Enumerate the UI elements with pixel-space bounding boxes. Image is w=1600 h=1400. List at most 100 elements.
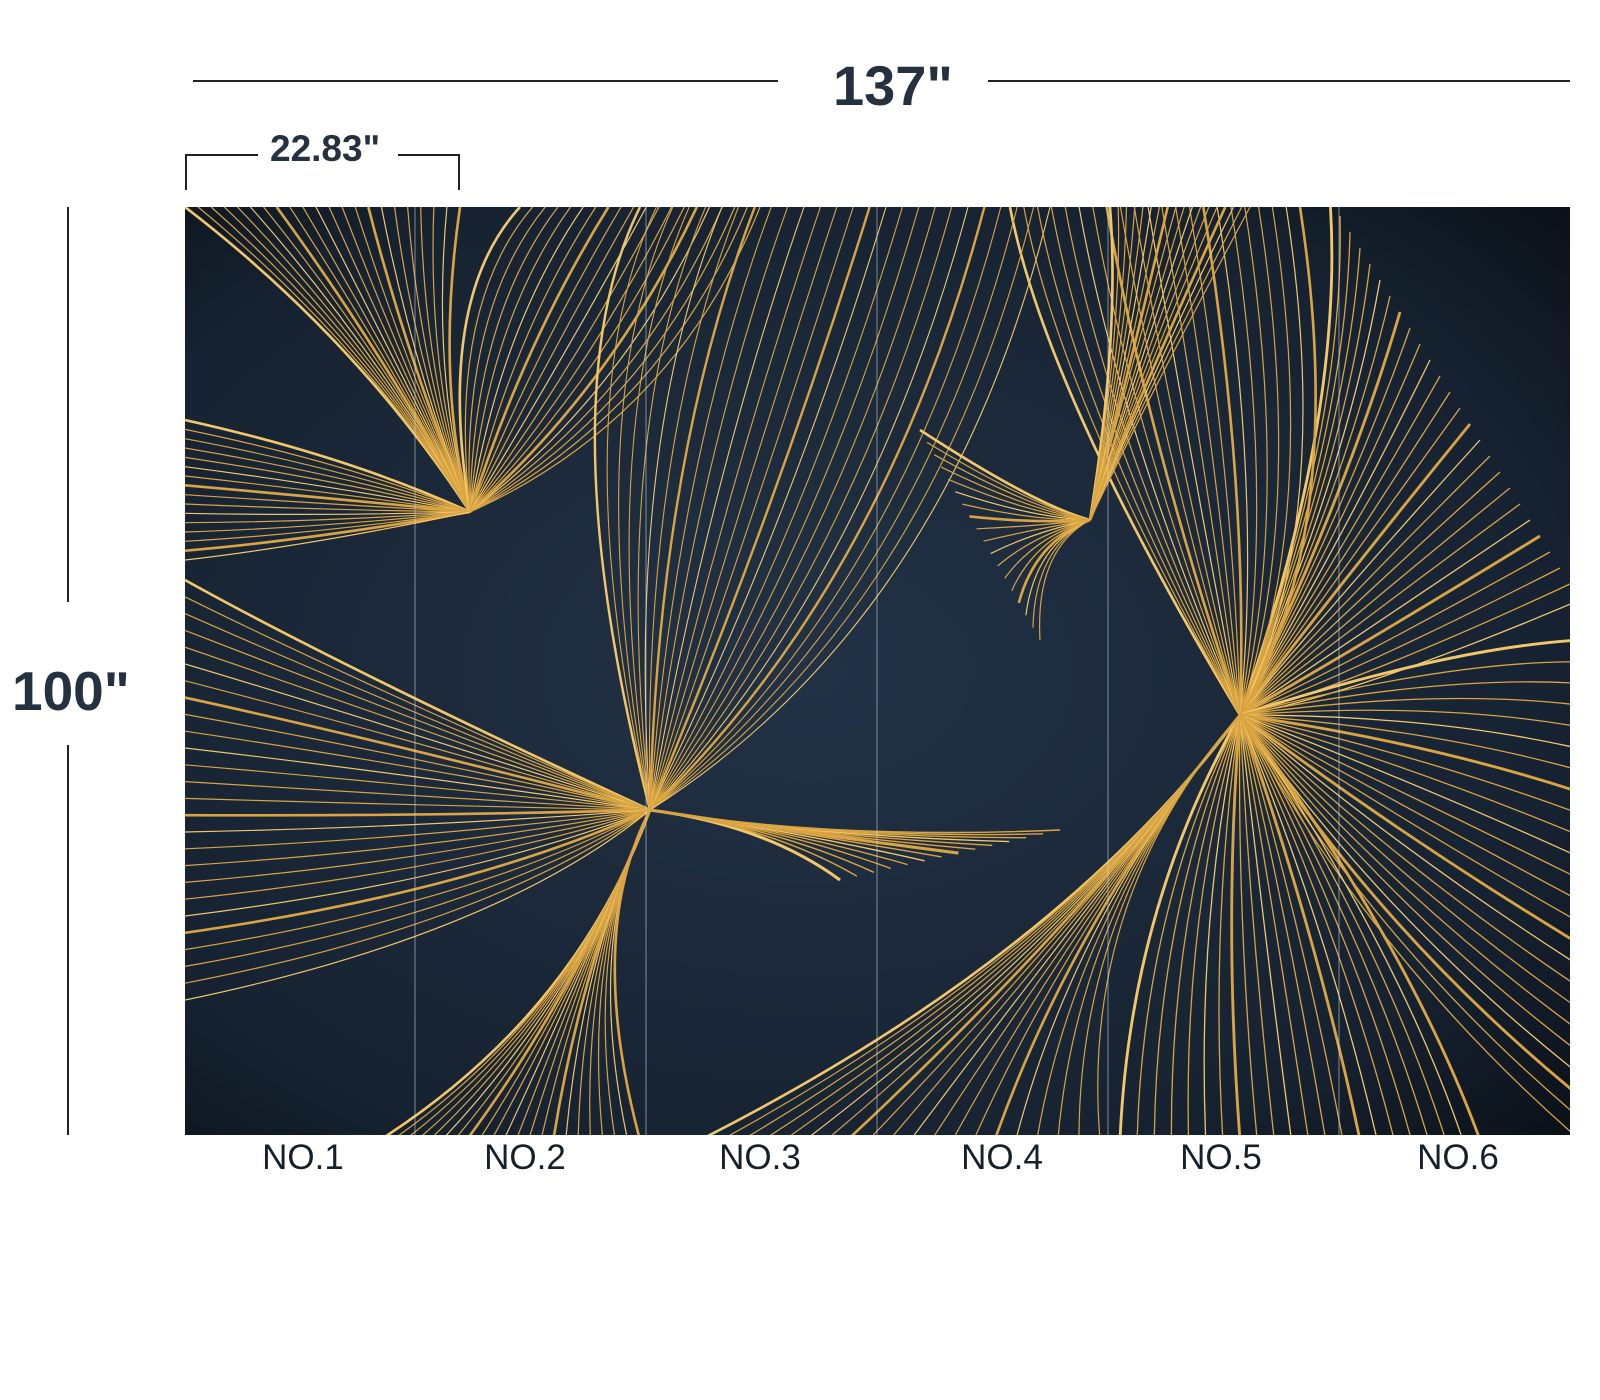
gold-line	[1089, 207, 1120, 521]
panel-width-label: 22.83"	[270, 128, 381, 169]
gold-line	[1239, 714, 1309, 1135]
gold-line	[464, 207, 534, 513]
gold-line	[648, 207, 871, 811]
gold-line	[469, 207, 685, 513]
gold-line	[1097, 714, 1241, 1135]
gold-line	[1089, 207, 1202, 521]
gold-line	[1088, 207, 1227, 521]
gold-line	[432, 207, 471, 513]
gold-line	[1239, 519, 1531, 716]
gold-line	[1239, 487, 1511, 716]
gold-line	[1239, 714, 1445, 1135]
gold-line	[926, 441, 1091, 521]
gold-line	[1089, 207, 1185, 521]
total-width-line-left	[193, 80, 778, 82]
gold-line	[223, 207, 471, 513]
gold-line	[185, 578, 651, 812]
gold-line	[1170, 714, 1241, 1135]
gold-line	[197, 207, 471, 513]
gold-line	[185, 809, 651, 883]
gold-line	[185, 696, 651, 812]
gold-line	[648, 207, 739, 811]
panel-label-1: NO.1	[262, 1138, 344, 1177]
gold-line	[649, 207, 1018, 811]
gold-line	[185, 808, 651, 817]
gold-line	[1239, 455, 1491, 716]
gold-line	[649, 207, 920, 811]
gold-line	[1239, 714, 1570, 854]
gold-line	[185, 207, 472, 513]
gold-line	[649, 207, 821, 811]
gold-line	[628, 207, 690, 811]
gold-line	[1239, 263, 1371, 716]
gold-line	[976, 519, 1091, 530]
gold-line	[1008, 207, 1242, 716]
gold-line	[380, 207, 471, 513]
gold-line	[969, 515, 1091, 523]
gold-line	[649, 207, 1002, 811]
gold-line	[185, 809, 651, 984]
gold-line	[613, 809, 652, 1135]
gold-line	[1238, 714, 1361, 1135]
gold-line	[1038, 519, 1091, 641]
gold-line	[1023, 207, 1241, 716]
gold-line	[1089, 207, 1144, 521]
gold-line	[185, 456, 471, 513]
gold-line	[1153, 714, 1241, 1135]
panel-width-bracket-tick-right	[458, 154, 460, 190]
gold-line	[1239, 407, 1461, 716]
total-height-line-top	[67, 207, 69, 602]
gold-line	[649, 809, 1061, 834]
panel-label-6: NO.6	[1417, 1138, 1499, 1177]
gold-line	[185, 511, 471, 542]
panel-seams	[414, 207, 1340, 1135]
gold-line	[1239, 639, 1570, 717]
gold-line	[1147, 207, 1241, 716]
gold-line-pattern	[185, 207, 1570, 1135]
gold-line	[1239, 714, 1570, 833]
gold-line	[1239, 471, 1501, 716]
gold-line	[469, 207, 711, 513]
gold-line	[1230, 714, 1242, 1135]
gold-line	[955, 491, 1091, 521]
gold-line	[407, 207, 471, 513]
gold-line	[185, 809, 651, 967]
gold-line	[185, 503, 471, 513]
gold-line	[1239, 714, 1570, 918]
gold-line	[1239, 714, 1570, 1047]
gold-line	[185, 730, 651, 811]
gold-line	[1239, 714, 1292, 1135]
gold-line	[1239, 207, 1304, 716]
gold-line	[185, 494, 471, 513]
gold-line	[649, 207, 953, 811]
gold-line	[185, 629, 651, 811]
gold-line	[649, 207, 838, 811]
panel-width-bracket-right	[398, 154, 460, 156]
gold-line	[919, 428, 1091, 522]
gold-line	[185, 764, 651, 811]
gold-line	[1239, 714, 1570, 875]
gold-line	[1089, 207, 1243, 521]
gold-line	[185, 475, 471, 513]
gold-line	[1238, 714, 1258, 1135]
gold-line	[185, 438, 471, 513]
gold-line	[1239, 714, 1570, 961]
gold-line	[1239, 714, 1275, 1135]
panel-label-4: NO.4	[961, 1138, 1043, 1177]
gold-line	[185, 808, 651, 935]
gold-line	[1238, 311, 1402, 716]
gold-line	[1239, 713, 1570, 791]
total-width-label: 137"	[833, 54, 953, 117]
gold-line	[649, 207, 903, 811]
gold-line	[1238, 207, 1317, 716]
gold-line	[315, 207, 471, 513]
gold-line	[940, 466, 1091, 521]
gold-line	[983, 519, 1091, 542]
gold-line	[1089, 207, 1177, 521]
gold-line	[393, 207, 471, 513]
gold-line	[1239, 534, 1541, 717]
gold-line	[1239, 551, 1551, 716]
gold-line	[1239, 714, 1570, 811]
total-height-label: 100"	[12, 660, 130, 722]
